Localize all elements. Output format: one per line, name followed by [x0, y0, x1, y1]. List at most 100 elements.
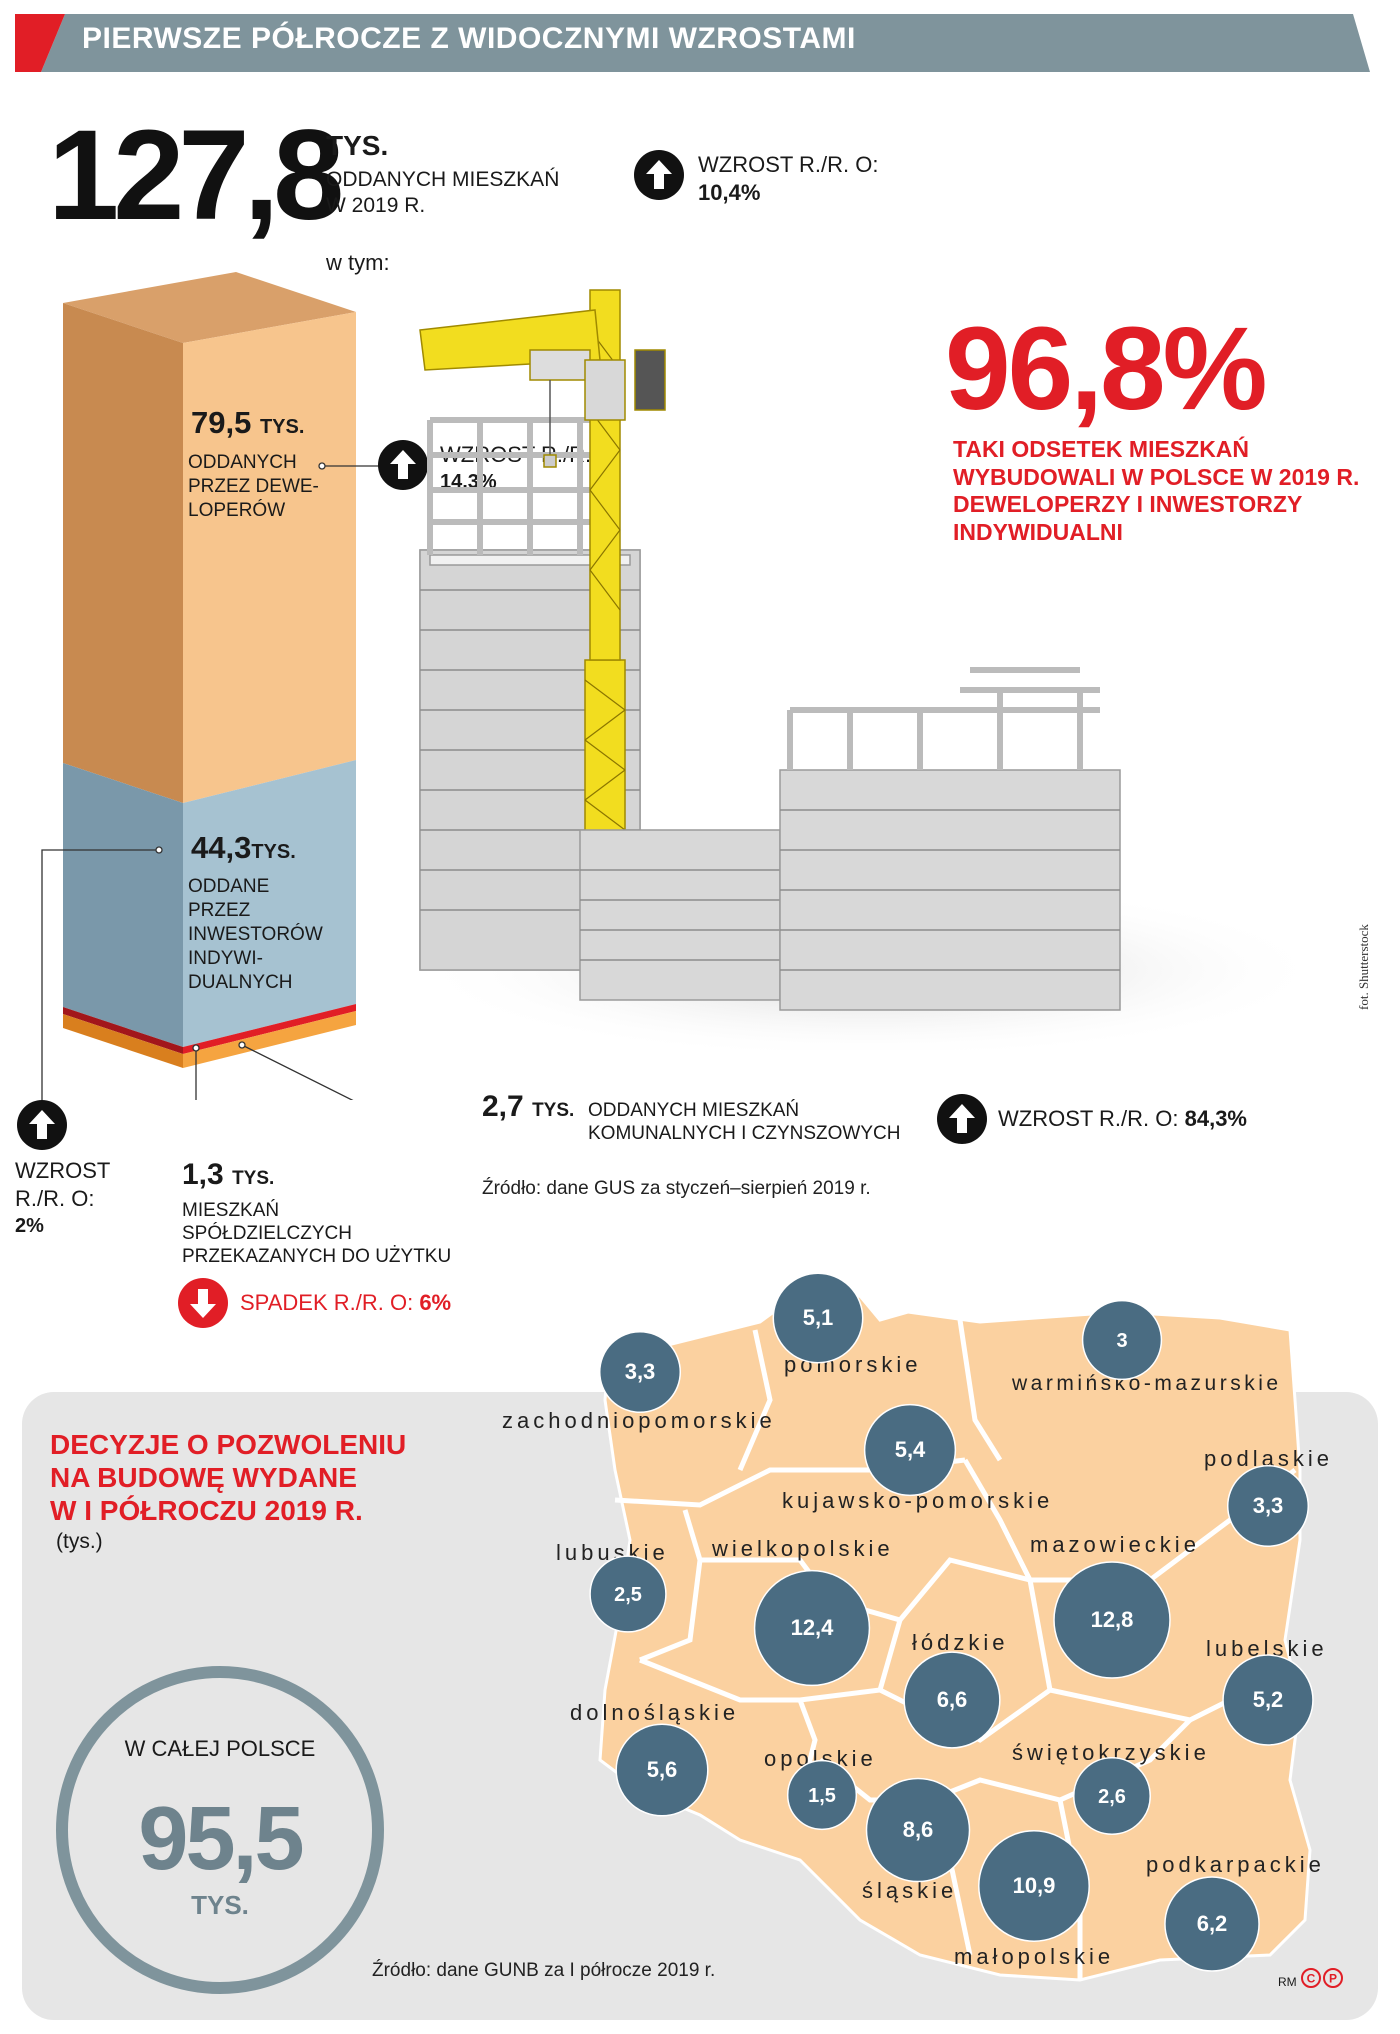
developers-line1: ODDANYCH	[188, 452, 297, 473]
bubble-zachodniopomorskie	[598, 1330, 682, 1414]
municipal-line2: KOMUNALNYCH I CZYNSZOWYCH	[588, 1123, 901, 1144]
bar-segment-municipal-left	[63, 1014, 183, 1068]
bubble-wielkopolskie	[753, 1569, 871, 1687]
bubble-label-pomorskie: 5,1	[803, 1305, 834, 1330]
region-label-dolnoslaskie: dolnośląskie	[570, 1700, 740, 1725]
total-caption-1: ODDANYCH MIESZKAŃ	[326, 168, 560, 191]
arrow-up-icon	[937, 1094, 987, 1144]
region-label-wielkopolskie: wielkopolskie	[712, 1536, 894, 1561]
individual-line3: INWESTORÓW	[188, 924, 323, 945]
total-ring-value: 95,5	[138, 1789, 304, 1889]
individual-line5: DUALNYCH	[188, 972, 293, 993]
individual-line4: INDYWI-	[188, 948, 263, 969]
bubble-label-wielkopolskie: 12,4	[791, 1615, 835, 1640]
bar-segment-individual-left	[63, 763, 183, 1047]
share-text: TAKI ODSETEK MIESZKAŃ WYBUDOWALI W POLSC…	[953, 436, 1360, 545]
building-middle	[579, 829, 781, 1001]
total-value: 127,8	[48, 104, 344, 247]
stacked-bar-chart	[41, 272, 380, 1100]
individual-growth-value: 2%	[15, 1215, 44, 1237]
total-ring	[56, 1666, 384, 1994]
bubble-mazowieckie	[1053, 1561, 1171, 1679]
permits-title: DECYZJE O POZWOLENIU NA BUDOWĘ WYDANE W …	[50, 1429, 407, 1527]
cooperative-line2: SPÓŁDZIELCZYCH	[182, 1223, 352, 1244]
signature: RM	[1278, 1975, 1297, 1989]
arrow-up-icon	[17, 1100, 67, 1150]
bubble-label-kujawsko-pomorskie: 5,4	[895, 1437, 926, 1462]
developers-line2: PRZEZ DEWE-	[188, 476, 319, 497]
bubble-małopolskie	[978, 1830, 1090, 1942]
bar-segment-individual	[183, 760, 356, 1047]
bubble-label-zachodniopomorskie: 3,3	[625, 1359, 656, 1384]
copyright-logo: C P	[1301, 1968, 1343, 1988]
municipal-line1: ODDANYCH MIESZKAŃ	[588, 1100, 800, 1121]
share-value: 96,8%	[945, 303, 1268, 435]
bubble-kujawsko-pomorskie	[863, 1403, 957, 1497]
arrow-up-icon	[634, 150, 684, 200]
bubble-label-łódzkie: 6,6	[937, 1687, 968, 1712]
bubble-label-dolnośląskie: 5,6	[647, 1757, 678, 1782]
bubble-label-opolskie: 1,5	[808, 1785, 836, 1807]
header-banner	[15, 14, 1370, 72]
permits-unit: (tys.)	[56, 1530, 103, 1553]
bubble-label-małopolskie: 10,9	[1013, 1873, 1056, 1898]
developers-line3: LOPERÓW	[188, 500, 286, 521]
cooperative-value: 1,3 TYS.	[182, 1158, 275, 1191]
region-label-lodzkie: łódzkie	[912, 1630, 1009, 1655]
bubble-label-lubelskie: 5,2	[1253, 1687, 1284, 1712]
bubble-label-mazowieckie: 12,8	[1091, 1607, 1134, 1632]
bubble-lubelskie	[1222, 1654, 1314, 1746]
cooperative-line3: PRZEKAZANYCH DO UŻYTKU	[182, 1246, 452, 1267]
region-label-malopolskie: małopolskie	[954, 1944, 1115, 1969]
total-ring-unit: TYS.	[191, 1890, 249, 1920]
bubble-label-lubuskie: 2,5	[614, 1584, 642, 1606]
bar-segment-developers	[183, 312, 356, 803]
bar-top-face	[63, 272, 356, 343]
bubble-label-podlaskie: 3,3	[1253, 1493, 1284, 1518]
region-label-warminsko-mazurskie: warmińsko-mazurskie	[1012, 1372, 1282, 1395]
total-growth-value: 10,4%	[698, 180, 761, 205]
page-title: PIERWSZE PÓŁROCZE Z WIDOCZNYMI WZROSTAMI	[82, 22, 856, 55]
cooperative-decline: SPADEK R./R. O: 6%	[240, 1290, 452, 1315]
bubble-lubuskie	[589, 1555, 667, 1633]
bubble-label-podkarpackie: 6,2	[1197, 1911, 1228, 1936]
building-right	[779, 667, 1121, 1011]
bar-segment-cooperative	[183, 1004, 356, 1054]
developers-value: 79,5 TYS.	[191, 405, 305, 440]
bubble-dolnośląskie	[615, 1723, 709, 1817]
region-label-podkarpackie: podkarpackie	[1146, 1852, 1325, 1877]
total-growth-label: WZROST R./R. O:	[698, 152, 879, 177]
bubble-label-świętokrzyskie: 2,6	[1098, 1786, 1126, 1808]
svg-text:P: P	[1329, 1972, 1337, 1986]
bubble-warmińsko-mazurskie	[1081, 1299, 1163, 1381]
total-ring-label: W CAŁEJ POLSCE	[124, 1736, 316, 1761]
municipal-value: 2,7 TYS.	[482, 1090, 575, 1123]
bubble-opolskie	[786, 1759, 858, 1831]
bar-segment-cooperative-left	[63, 1007, 183, 1054]
bubble-łódzkie	[903, 1651, 1001, 1749]
individual-growth-label-1: WZROST	[15, 1158, 111, 1183]
source-gunb: Źródło: dane GUNB za I półrocze 2019 r.	[372, 1960, 716, 1981]
bubble-label-warmińsko-mazurskie: 3	[1116, 1330, 1127, 1352]
bubble-świętokrzyskie	[1073, 1757, 1151, 1835]
bubble-śląskie	[865, 1777, 971, 1883]
region-label-mazowieckie: mazowieckie	[1030, 1532, 1200, 1557]
bar-segment-developers-left	[63, 303, 183, 803]
including-label: w tym:	[326, 250, 390, 275]
bubble-podlaskie	[1226, 1464, 1310, 1548]
arrow-up-icon	[378, 440, 428, 490]
bubble-podkarpackie	[1164, 1876, 1260, 1972]
municipal-growth: WZROST R./R. O: 84,3%	[998, 1106, 1247, 1131]
source-gus: Źródło: dane GUS za styczeń–sierpień 201…	[482, 1178, 871, 1199]
cooperative-line1: MIESZKAŃ	[182, 1200, 280, 1221]
total-unit: TYS.	[326, 130, 389, 161]
bubble-label-śląskie: 8,6	[903, 1817, 934, 1842]
individual-value: 44,3TYS.	[191, 830, 296, 865]
bar-segment-municipal	[183, 1011, 356, 1068]
individual-line1: ODDANE	[188, 876, 270, 897]
total-caption-2: W 2019 R.	[326, 194, 426, 217]
arrow-down-icon	[178, 1278, 228, 1328]
individual-growth-label-2: R./R. O:	[15, 1186, 95, 1211]
construction-illustration	[410, 289, 1330, 1050]
